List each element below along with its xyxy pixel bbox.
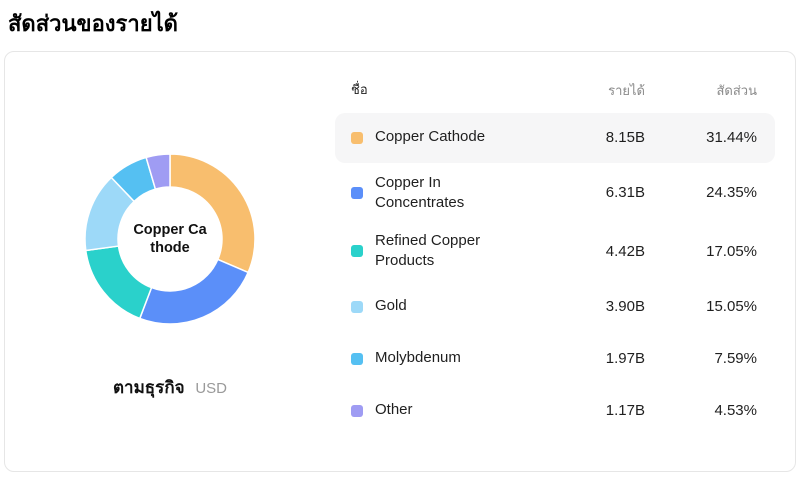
donut-slice-copper-in-concentrates[interactable] <box>139 258 249 325</box>
donut-chart: Copper Ca thode <box>75 144 265 334</box>
series-revenue: 6.31B <box>605 184 645 202</box>
series-color-swatch <box>351 186 363 199</box>
legend-row[interactable]: Molybdenum 1.97B 7.59% <box>335 334 775 384</box>
series-name: Copper Cathode <box>375 128 486 146</box>
series-name: Refined Copper Products <box>375 232 481 270</box>
page-title: สัดส่วนของรายได้ <box>8 11 178 36</box>
donut-slice-refined-copper-products[interactable] <box>85 244 153 319</box>
series-revenue: 1.97B <box>605 350 645 368</box>
chart-caption: ตามธุรกิจ USD <box>113 374 227 401</box>
caption-currency: USD <box>195 379 227 397</box>
series-name: Molybdenum <box>375 349 461 367</box>
header-share: สัดส่วน <box>716 82 758 98</box>
series-share: 4.53% <box>714 402 757 420</box>
revenue-table: ชื่อ รายได้ สัดส่วน Copper Cathode 8.15B 3… <box>335 52 795 471</box>
header-revenue: รายได้ <box>608 82 645 98</box>
series-share: 24.35% <box>706 184 757 202</box>
legend-row[interactable]: Copper Cathode 8.15B 31.44% <box>335 112 775 163</box>
legend-row[interactable]: Copper In Concentrates 6.31B 24.35% <box>335 165 775 222</box>
caption-label: ตามธุรกิจ <box>113 377 185 397</box>
donut-slice-copper-cathode[interactable] <box>169 152 256 273</box>
series-color-swatch <box>351 245 363 258</box>
legend-row[interactable]: Other 1.17B 4.53% <box>335 386 775 436</box>
header-name: ชื่อ <box>351 82 368 98</box>
series-share: 15.05% <box>706 298 757 316</box>
series-name: Copper In Concentrates <box>375 173 465 211</box>
series-name: Gold <box>375 297 407 315</box>
series-color-swatch <box>351 404 363 417</box>
legend-row[interactable]: Gold 3.90B 15.05% <box>335 282 775 332</box>
series-revenue: 4.42B <box>605 242 645 260</box>
series-color-swatch <box>351 300 363 313</box>
series-revenue: 1.17B <box>605 402 645 420</box>
donut-chart-column: Copper Ca thode ตามธุรกิจ USD <box>5 52 335 471</box>
series-revenue: 3.90B <box>605 298 645 316</box>
series-color-swatch <box>351 131 363 144</box>
series-color-swatch <box>351 352 363 365</box>
table-body: Copper Cathode 8.15B 31.44% Copper In Conce… <box>335 112 775 438</box>
table-header-row: ชื่อ รายได้ สัดส่วน <box>335 80 775 107</box>
legend-row[interactable]: Refined Copper Products 4.42B 17.05% <box>335 223 775 280</box>
series-share: 7.59% <box>714 350 757 368</box>
series-name: Other <box>375 401 413 419</box>
series-share: 17.05% <box>706 242 757 260</box>
revenue-share-card: Copper Ca thode ตามธุรกิจ USD ชื่อ รายได… <box>4 50 796 472</box>
donut-slice-other[interactable] <box>145 152 171 190</box>
series-revenue: 8.15B <box>605 129 645 147</box>
series-share: 31.44% <box>706 129 757 147</box>
donut-svg <box>84 152 256 325</box>
